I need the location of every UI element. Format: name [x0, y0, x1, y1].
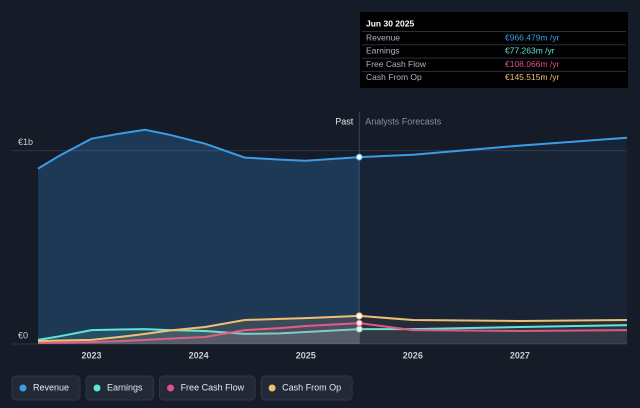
- tooltip-title: Jun 30 2025: [366, 18, 414, 28]
- tooltip-value: €108.066m /yr: [505, 59, 560, 69]
- legend-swatch: [268, 384, 276, 392]
- annotation-past: Past: [335, 116, 354, 126]
- x-tick-label: 2027: [510, 350, 530, 360]
- tooltip-value: €145.515m /yr: [505, 72, 560, 82]
- x-tick-label: 2023: [82, 350, 102, 360]
- legend-label: Earnings: [107, 382, 143, 392]
- area-past: [38, 315, 360, 344]
- line: [37, 314, 628, 343]
- legend: Revenue Earnings Free Cash Flow Cash From O…: [11, 375, 353, 401]
- legend-label: Free Cash Flow: [181, 382, 245, 392]
- legend-button[interactable]: [260, 375, 353, 401]
- tooltip-value: €966.479m /yr: [505, 32, 560, 42]
- area: [38, 129, 627, 344]
- annotation-forecast: Analysts Forecasts: [365, 116, 442, 126]
- tooltip-label: Revenue: [366, 32, 400, 42]
- area-past: [38, 129, 360, 344]
- line: [37, 128, 628, 170]
- tooltip-value: €77.263m /yr: [505, 46, 555, 56]
- x-tick-label: 2026: [403, 350, 423, 360]
- legend-button[interactable]: [11, 375, 81, 401]
- point: [355, 312, 363, 320]
- legend-swatch: [167, 384, 175, 392]
- tooltip-label: Earnings: [366, 46, 400, 56]
- tooltip: Jun 30 2025 Revenue €966.479m /yr Earnings €…: [360, 12, 628, 88]
- x-tick-label: 2024: [189, 350, 209, 360]
- legend-label: Cash From Op: [282, 382, 341, 392]
- legend-item[interactable]: Free Cash Flow: [159, 375, 256, 401]
- y-tick-label: €1b: [18, 137, 33, 147]
- legend-button[interactable]: [159, 375, 256, 401]
- point: [355, 153, 363, 161]
- area: [38, 315, 627, 344]
- tooltip-box: [360, 12, 628, 88]
- legend-item[interactable]: Revenue: [11, 375, 81, 401]
- tooltip-label: Free Cash Flow: [366, 59, 427, 69]
- legend-item[interactable]: Earnings: [85, 375, 155, 401]
- legend-button[interactable]: [85, 375, 155, 401]
- plot: €0 €1b 2023 2024 2025 2026 2027 Past Analysts Fo…: [12, 112, 628, 360]
- point: [355, 319, 363, 327]
- tooltip-label: Cash From Op: [366, 72, 422, 82]
- y-tick-label: €0: [18, 330, 28, 340]
- x-tick-label: 2025: [296, 350, 316, 360]
- line: [37, 322, 628, 344]
- legend-swatch: [93, 384, 101, 392]
- legend-item[interactable]: Cash From Op: [260, 375, 353, 401]
- legend-label: Revenue: [33, 382, 69, 392]
- legend-swatch: [19, 384, 27, 392]
